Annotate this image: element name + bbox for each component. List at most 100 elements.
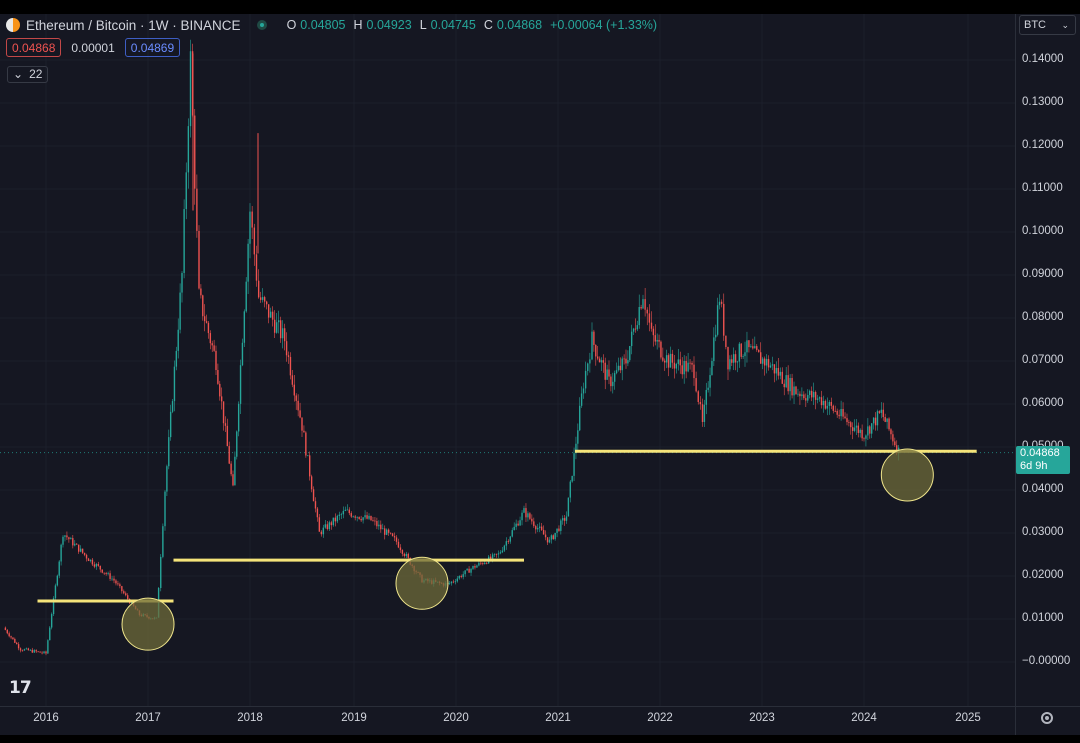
candle-body [338, 514, 341, 516]
candle-body [10, 636, 12, 638]
candle-body [326, 524, 329, 530]
candle-body [501, 550, 504, 553]
time-scale[interactable] [0, 706, 1015, 735]
buy-button[interactable]: 0.04869 [124, 38, 181, 57]
gear-icon[interactable] [1041, 712, 1053, 724]
candle-body [384, 528, 386, 535]
candle-body [491, 554, 494, 559]
candle-body [713, 337, 715, 362]
candle-body [606, 369, 608, 380]
candle-body [376, 521, 378, 527]
candle-body [630, 331, 633, 347]
currency-unit-select[interactable]: BTC ⌄ [1019, 15, 1076, 35]
candle-body [328, 522, 331, 530]
sell-button[interactable]: 0.04868 [6, 38, 62, 57]
candle-body [604, 362, 606, 380]
candle-body [872, 417, 875, 424]
price-scale[interactable] [1015, 14, 1080, 706]
candle-body [689, 362, 691, 364]
candle-body [320, 531, 323, 535]
indicators-toggle[interactable]: ⌄ 22 [7, 66, 49, 83]
change-value: +0.00064 (+1.33%) [550, 18, 658, 32]
price-tick-label: −0.00000 [1022, 655, 1071, 667]
candle-body [878, 411, 881, 413]
chevron-down-icon: ⌄ [1061, 20, 1069, 30]
candle-body [74, 543, 76, 546]
candle-body [571, 475, 573, 482]
candle-body [309, 455, 311, 477]
candle-body [838, 414, 840, 417]
candle-body [795, 386, 797, 395]
candle-body [527, 513, 529, 518]
candle-body [324, 524, 327, 528]
candle-body [399, 547, 402, 551]
candle-body [19, 648, 22, 651]
candle-body [685, 360, 687, 372]
candle-body [584, 370, 587, 389]
candle-body [226, 425, 229, 447]
candle-body [573, 453, 575, 476]
candle-body [241, 342, 244, 366]
candle-body [777, 367, 780, 376]
candlestick-chart[interactable] [0, 14, 1015, 706]
chart-pane[interactable] [0, 14, 1015, 706]
candle-body [450, 581, 453, 584]
candle-body [222, 401, 225, 424]
candle-body [759, 352, 762, 364]
candle-body [546, 537, 549, 543]
candle-body [738, 343, 741, 362]
candle-body [851, 427, 854, 431]
candle-body [612, 381, 614, 387]
candle-body [346, 509, 349, 511]
candle-body [789, 378, 791, 392]
symbol-title[interactable]: Ethereum / Bitcoin · 1W · BINANCE [26, 17, 241, 33]
candle-body [830, 401, 833, 406]
candle-body [695, 378, 697, 392]
candle-body [382, 528, 384, 530]
tradingview-logo[interactable]: 17 [9, 678, 32, 698]
candle-body [636, 325, 639, 330]
candle-body [474, 565, 476, 568]
candle-body [859, 429, 861, 433]
candle-body [364, 515, 366, 518]
price-tick-label: 0.12000 [1022, 139, 1064, 151]
market-status-icon[interactable] [256, 20, 267, 30]
candle-body [93, 564, 96, 567]
candle-body [627, 360, 629, 364]
candle-body [194, 115, 196, 189]
candle-body [224, 423, 227, 426]
price-tick-label: 0.13000 [1022, 96, 1064, 108]
candle-body [312, 489, 315, 502]
time-tick-label: 2024 [851, 712, 877, 724]
candle-body [85, 554, 88, 559]
candle-body [322, 527, 325, 535]
candle-body [880, 409, 883, 413]
candle-body [828, 401, 831, 406]
candle-body [531, 518, 533, 522]
candle-body [894, 441, 896, 446]
candle-body [185, 172, 187, 210]
candle-body [758, 349, 760, 353]
candle-body [362, 517, 364, 521]
candle-body [836, 410, 838, 415]
candle-body [107, 573, 109, 575]
price-tick-label: 0.06000 [1022, 397, 1064, 409]
time-tick-label: 2022 [647, 712, 673, 724]
price-tick-label: 0.07000 [1022, 354, 1064, 366]
candle-body [596, 356, 599, 359]
highlight-circle [121, 597, 175, 651]
candle-body [515, 523, 517, 527]
candle-body [874, 417, 877, 426]
candle-body [554, 532, 556, 540]
candle-body [352, 516, 354, 518]
candle-body [253, 227, 256, 255]
candle-body [499, 552, 502, 554]
candle-body [517, 523, 519, 526]
candle-body [228, 446, 230, 464]
candle-body [521, 512, 523, 521]
candle-body [395, 537, 398, 542]
candle-body [589, 359, 591, 364]
candle-body [820, 397, 823, 406]
candle-body [60, 544, 62, 562]
candle-body [591, 331, 593, 360]
